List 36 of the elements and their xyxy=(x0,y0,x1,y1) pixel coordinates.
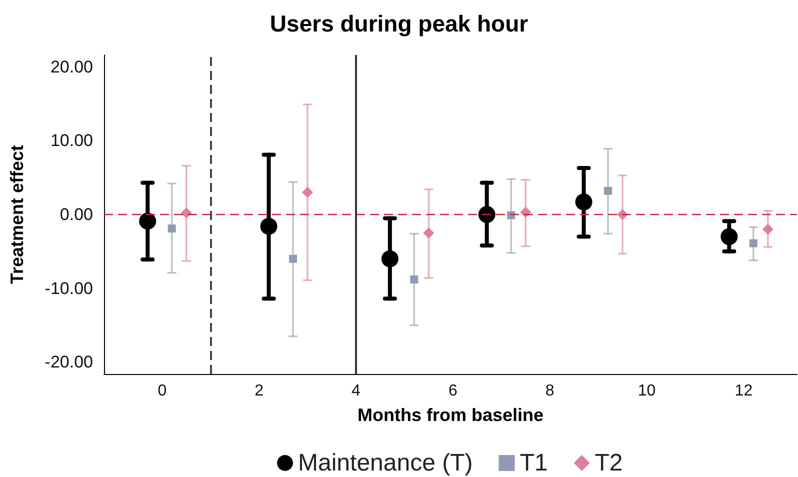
legend-label: T1 xyxy=(520,450,548,476)
point xyxy=(507,211,516,220)
chart-title: Users during peak hour xyxy=(270,10,528,36)
point xyxy=(180,208,192,219)
point xyxy=(575,193,592,210)
x-tick-label: 0 xyxy=(158,382,167,400)
x-tick-label: 6 xyxy=(448,382,458,400)
y-tick-label: -20.00 xyxy=(44,352,93,372)
x-tick-label: 8 xyxy=(545,382,554,400)
x-axis-title: Months from baseline xyxy=(357,405,544,425)
x-tick-label: 12 xyxy=(734,382,753,400)
point xyxy=(478,206,496,223)
legend-label: T2 xyxy=(594,450,623,476)
point xyxy=(260,218,278,235)
y-tick-label: 10.00 xyxy=(50,131,93,150)
point xyxy=(720,228,738,246)
x-tick-label: 2 xyxy=(254,382,264,400)
x-tick-label: 10 xyxy=(638,382,656,400)
point xyxy=(302,186,314,198)
point xyxy=(289,254,297,263)
y-tick-label: 20.00 xyxy=(50,57,93,76)
point xyxy=(520,206,532,218)
point xyxy=(604,186,612,195)
point xyxy=(423,227,434,238)
point xyxy=(749,239,758,248)
point xyxy=(410,275,418,284)
point xyxy=(762,224,774,235)
point xyxy=(617,209,628,220)
y-tick-label: -10.00 xyxy=(44,278,93,298)
point xyxy=(168,224,176,233)
point xyxy=(381,250,398,268)
point xyxy=(139,212,156,230)
y-axis-title: Treatment effect xyxy=(7,144,27,284)
y-tick-label: 0.00 xyxy=(60,205,93,224)
legend-label: Maintenance (T) xyxy=(298,450,473,476)
x-tick-label: 4 xyxy=(352,382,361,400)
